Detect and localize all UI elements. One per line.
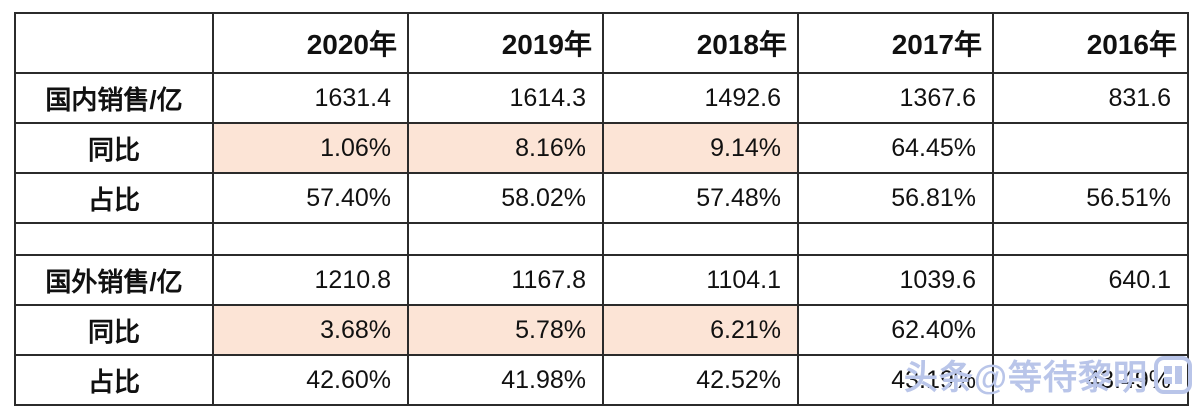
column-header-2017: 2017年	[797, 12, 994, 74]
cell-r0-c1: 1614.3	[407, 72, 604, 124]
cell-r6-c0: 42.60%	[212, 354, 409, 406]
corner-header	[14, 12, 214, 74]
cell-r6-c2: 42.52%	[602, 354, 799, 406]
table-row: 占比 42.60% 41.98% 42.52% 43.19% 43.49%	[14, 354, 1189, 406]
cell-r2-c1: 58.02%	[407, 172, 604, 224]
sales-table: 2020年 2019年 2018年 2017年 2016年 国内销售/亿 1631.4 16…	[14, 12, 1189, 406]
cell-r3-c1	[407, 222, 604, 256]
cell-r1-c3: 64.45%	[797, 122, 994, 174]
cell-r5-c1: 5.78%	[407, 304, 604, 356]
spacer-row	[14, 222, 1189, 256]
table-body: 国内销售/亿 1631.4 1614.3 1492.6 1367.6 831.6 同比 1.0…	[14, 72, 1189, 406]
row-label: 同比	[14, 122, 214, 174]
cell-r0-c3: 1367.6	[797, 72, 994, 124]
cell-r2-c2: 57.48%	[602, 172, 799, 224]
cell-r1-c4	[992, 122, 1189, 174]
table-row: 同比 3.68% 5.78% 6.21% 62.40%	[14, 304, 1189, 356]
cell-r1-c0: 1.06%	[212, 122, 409, 174]
table-row: 国内销售/亿 1631.4 1614.3 1492.6 1367.6 831.6	[14, 72, 1189, 124]
cell-r0-c0: 1631.4	[212, 72, 409, 124]
cell-r1-c1: 8.16%	[407, 122, 604, 174]
row-label: 同比	[14, 304, 214, 356]
table-row: 占比 57.40% 58.02% 57.48% 56.81% 56.51%	[14, 172, 1189, 224]
cell-r0-c2: 1492.6	[602, 72, 799, 124]
cell-r4-c1: 1167.8	[407, 254, 604, 306]
cell-r3-c0	[212, 222, 409, 256]
row-label: 国内销售/亿	[14, 72, 214, 124]
table-row: 同比 1.06% 8.16% 9.14% 64.45%	[14, 122, 1189, 174]
spacer-label-cell	[14, 222, 214, 256]
cell-r4-c3: 1039.6	[797, 254, 994, 306]
cell-r4-c0: 1210.8	[212, 254, 409, 306]
column-header-2020: 2020年	[212, 12, 409, 74]
column-header-2016: 2016年	[992, 12, 1189, 74]
cell-r0-c4: 831.6	[992, 72, 1189, 124]
cell-r5-c3: 62.40%	[797, 304, 994, 356]
row-label: 占比	[14, 354, 214, 406]
table-head: 2020年 2019年 2018年 2017年 2016年	[14, 12, 1189, 74]
cell-r5-c0: 3.68%	[212, 304, 409, 356]
cell-r5-c4	[992, 304, 1189, 356]
cell-r2-c3: 56.81%	[797, 172, 994, 224]
cell-r3-c3	[797, 222, 994, 256]
cell-r3-c2	[602, 222, 799, 256]
cell-r6-c4: 43.49%	[992, 354, 1189, 406]
row-label: 占比	[14, 172, 214, 224]
cell-r1-c2: 9.14%	[602, 122, 799, 174]
cell-r2-c4: 56.51%	[992, 172, 1189, 224]
cell-r6-c3: 43.19%	[797, 354, 994, 406]
cell-r5-c2: 6.21%	[602, 304, 799, 356]
cell-r3-c4	[992, 222, 1189, 256]
column-header-2018: 2018年	[602, 12, 799, 74]
column-header-2019: 2019年	[407, 12, 604, 74]
cell-r4-c4: 640.1	[992, 254, 1189, 306]
header-row: 2020年 2019年 2018年 2017年 2016年	[14, 12, 1189, 74]
table-row: 国外销售/亿 1210.8 1167.8 1104.1 1039.6 640.1	[14, 254, 1189, 306]
cell-r2-c0: 57.40%	[212, 172, 409, 224]
row-label: 国外销售/亿	[14, 254, 214, 306]
cell-r4-c2: 1104.1	[602, 254, 799, 306]
cell-r6-c1: 41.98%	[407, 354, 604, 406]
